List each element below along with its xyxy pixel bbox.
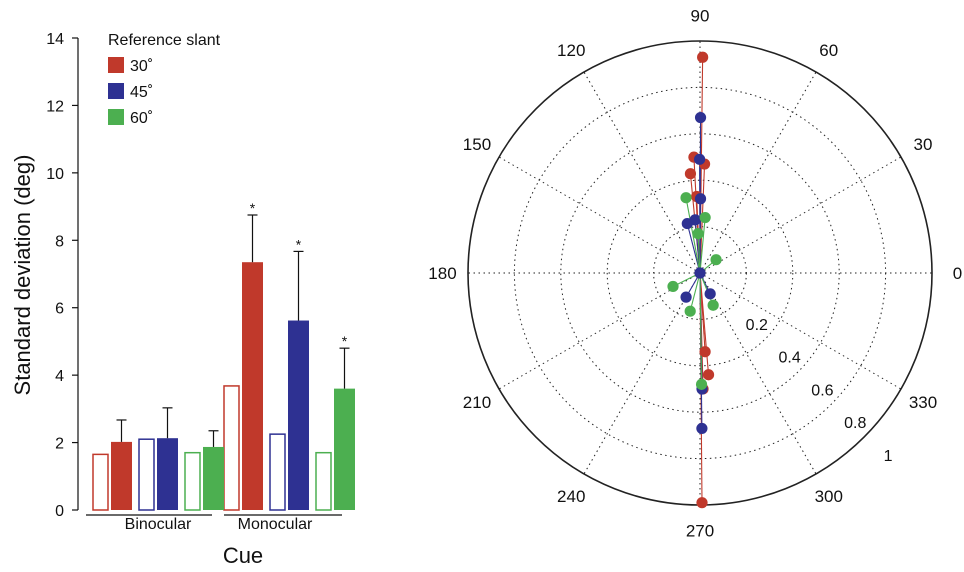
radial-label: 0.6 [811,382,833,399]
polar-point [684,168,697,180]
polar-spoke [498,272,701,390]
data-bar [334,388,355,510]
polar-point [694,193,707,205]
significance-marker: * [342,333,348,349]
angle-label: 300 [815,487,843,506]
polar-point [695,378,708,390]
polar-point [702,369,715,381]
polar-spoke [699,156,902,274]
angle-label: 30 [914,135,933,154]
angle-label: 120 [557,41,585,60]
angle-label: 60 [819,41,838,60]
x-axis-label: Cue [223,543,263,568]
polar-ray [697,233,701,274]
y-axis-label: Standard deviation (deg) [10,155,35,396]
polar-spoke [498,156,701,274]
y-tick-label: 0 [55,503,64,520]
polar-point [699,211,711,224]
y-tick-label: 14 [46,31,64,48]
polar-ray [699,217,706,274]
angle-label: 90 [691,6,710,25]
polar-point [680,192,692,204]
bar-chart: Standard deviation (deg) Cue Reference s… [10,31,355,568]
polar-point [680,291,692,303]
polar-point [681,217,693,230]
angle-label: 330 [909,393,937,412]
radial-label: 1 [884,448,893,465]
data-bar [203,446,224,510]
polar-point [694,267,706,279]
polar-point [697,51,709,63]
polar-point [696,422,708,435]
polar-spoke [583,71,701,274]
y-tick-label: 4 [55,368,64,385]
reference-bar [138,438,155,511]
polar-spoke [699,71,817,274]
significance-marker: * [250,200,256,216]
polar-point [694,153,706,165]
data-bar [242,262,263,510]
data-bar [111,441,132,510]
x-tick-label: Monocular [238,516,313,533]
legend-swatch [108,57,124,73]
polar-chart: 0 30 60 90 120 150 180 210 240 270 300 330 0.2 0.4 0.6… [428,6,962,540]
data-bar [288,320,309,510]
polar-spoke [699,272,817,475]
data-bar [157,438,178,510]
legend-label: 60˚ [130,110,153,127]
reference-bar [92,453,109,511]
angle-label: 150 [463,135,491,154]
y-tick-label: 12 [46,98,64,115]
polar-ray [699,272,714,306]
angle-label: 180 [428,264,456,283]
polar-point [696,497,708,509]
radial-label: 0.4 [778,350,800,367]
y-tick-label: 2 [55,436,64,453]
polar-point [704,288,716,300]
angle-label: 240 [557,487,585,506]
legend-swatch [108,83,124,99]
legend-label: 45˚ [130,84,153,101]
angle-label: 210 [463,393,491,412]
significance-marker: * [296,236,302,252]
legend-swatch [108,109,124,125]
reference-bar [269,433,286,511]
y-tick-label: 8 [55,233,64,250]
polar-point [667,280,679,293]
reference-bar [223,385,240,511]
polar-spoke [699,272,902,390]
x-tick-label: Binocular [125,516,192,533]
legend-label: 30˚ [130,58,153,75]
y-tick-label: 10 [46,166,64,183]
polar-point [699,346,711,358]
y-tick-label: 6 [55,301,64,318]
reference-bar [315,451,332,511]
polar-grid-circle [606,179,794,367]
polar-ray [699,272,703,385]
polar-point [684,305,696,317]
polar-ray [689,272,701,312]
polar-ray [686,223,701,274]
radial-label: 0.8 [844,415,866,432]
angle-label: 0 [953,264,962,283]
reference-bar [184,451,201,511]
legend-title: Reference slant [108,32,221,49]
polar-point [707,299,719,311]
polar-spoke [583,272,701,475]
angle-label: 270 [686,522,714,541]
radial-label: 0.2 [746,317,768,334]
polar-ray [699,272,706,352]
polar-point [710,254,722,266]
polar-point [694,111,707,124]
polar-point [692,228,704,240]
